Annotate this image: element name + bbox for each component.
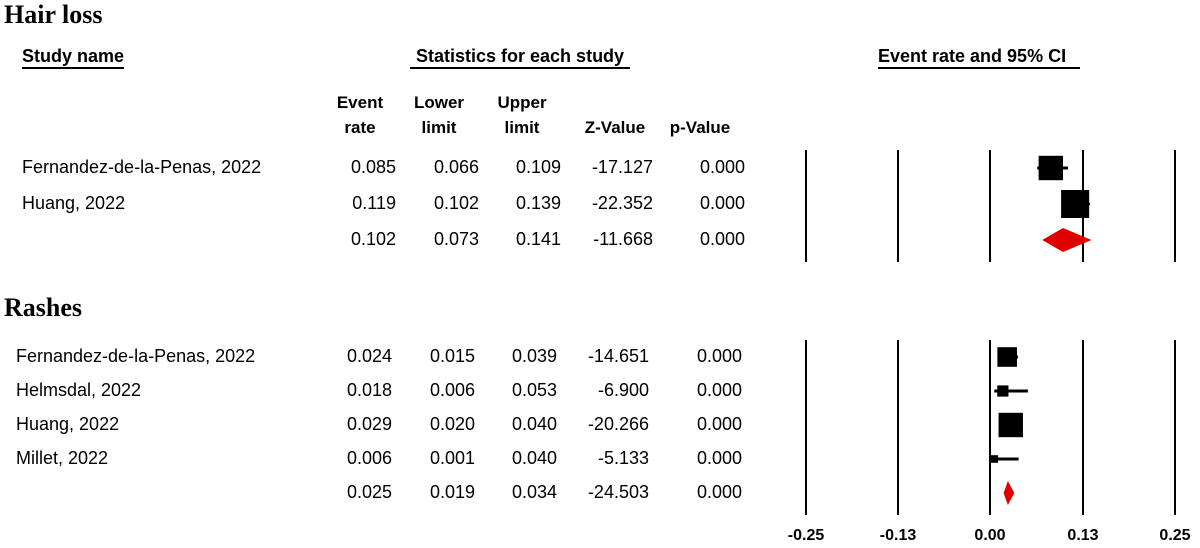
summary-cell-z: -11.668 <box>593 229 653 249</box>
cell-event_rate: 0.018 <box>346 380 392 400</box>
summary-diamond <box>1042 228 1092 252</box>
cell-z: -22.352 <box>591 193 653 213</box>
col-header-z-value: Z-Value <box>584 118 646 137</box>
cell-event_rate: 0.024 <box>346 346 392 366</box>
axis-tick-label: 0.13 <box>1067 527 1099 544</box>
point-marker <box>1038 155 1064 181</box>
summary-cell-lower: 0.073 <box>433 229 479 249</box>
event-rate-ci-header: Event rate and 95% CI <box>878 46 1081 69</box>
rashes-title: Rashes <box>4 293 83 322</box>
summary-diamond <box>1003 481 1015 505</box>
col-header-lower-line2: limit <box>421 118 457 137</box>
summary-cell-event_rate: 0.025 <box>346 482 392 502</box>
study-name: Helmsdal, 2022 <box>16 380 142 400</box>
axis-tick-label: -0.13 <box>879 527 917 544</box>
study-name: Fernandez-de-la-Penas, 2022 <box>16 346 256 366</box>
cell-upper: 0.139 <box>515 193 561 213</box>
cell-p: 0.000 <box>696 346 742 366</box>
point-marker <box>990 455 999 463</box>
col-header-lower-line1: Lower <box>413 93 465 112</box>
col-header-lower-limit: Lower limit <box>404 90 474 140</box>
cell-upper: 0.040 <box>511 448 557 468</box>
cell-p: 0.000 <box>699 193 745 213</box>
point-marker <box>1061 190 1090 218</box>
cell-upper: 0.053 <box>511 380 557 400</box>
cell-p: 0.000 <box>696 380 742 400</box>
statistics-header: Statistics for each study <box>410 46 631 69</box>
col-header-p-value: p-Value <box>669 118 731 137</box>
cell-z: -17.127 <box>591 157 653 177</box>
axis-tick-label: 0.00 <box>974 527 1006 544</box>
study-name: Millet, 2022 <box>16 448 109 468</box>
cell-upper: 0.109 <box>515 157 561 177</box>
cell-lower: 0.102 <box>433 193 479 213</box>
summary-cell-p: 0.000 <box>696 482 742 502</box>
cell-upper: 0.039 <box>511 346 557 366</box>
study-name: Huang, 2022 <box>16 414 120 434</box>
cell-p: 0.000 <box>699 157 745 177</box>
cell-event_rate: 0.006 <box>346 448 392 468</box>
cell-lower: 0.066 <box>433 157 479 177</box>
summary-cell-event_rate: 0.102 <box>350 229 396 249</box>
summary-cell-z: -24.503 <box>587 482 649 502</box>
col-header-upper-limit: Upper limit <box>487 90 557 140</box>
study-name: Huang, 2022 <box>22 193 126 213</box>
cell-lower: 0.006 <box>429 380 475 400</box>
hair-loss-title: Hair loss <box>4 0 103 29</box>
axis-tick-label: -0.25 <box>787 527 825 544</box>
point-marker <box>997 347 1017 367</box>
cell-z: -5.133 <box>597 448 649 468</box>
study-name-header: Study name <box>22 46 125 69</box>
cell-z: -6.900 <box>597 380 649 400</box>
summary-cell-lower: 0.019 <box>429 482 475 502</box>
col-header-upper-line2: limit <box>504 118 540 137</box>
col-header-event-rate: Event rate <box>325 90 395 140</box>
col-header-event-rate-line2: rate <box>344 118 376 137</box>
summary-cell-p: 0.000 <box>699 229 745 249</box>
cell-event_rate: 0.029 <box>346 414 392 434</box>
point-marker <box>998 412 1023 438</box>
cell-lower: 0.015 <box>429 346 475 366</box>
col-header-event-rate-line1: Event <box>336 93 384 112</box>
cell-event_rate: 0.085 <box>350 157 396 177</box>
point-marker <box>997 385 1009 397</box>
study-name: Fernandez-de-la-Penas, 2022 <box>22 157 262 177</box>
cell-lower: 0.020 <box>429 414 475 434</box>
col-header-upper-line1: Upper <box>497 93 547 112</box>
cell-event_rate: 0.119 <box>352 193 396 213</box>
cell-z: -20.266 <box>587 414 649 434</box>
cell-lower: 0.001 <box>429 448 475 468</box>
summary-cell-upper: 0.141 <box>515 229 561 249</box>
summary-cell-upper: 0.034 <box>511 482 557 502</box>
cell-p: 0.000 <box>696 414 742 434</box>
axis-tick-label: 0.25 <box>1159 527 1191 544</box>
cell-z: -14.651 <box>587 346 649 366</box>
cell-upper: 0.040 <box>511 414 557 434</box>
cell-p: 0.000 <box>696 448 742 468</box>
